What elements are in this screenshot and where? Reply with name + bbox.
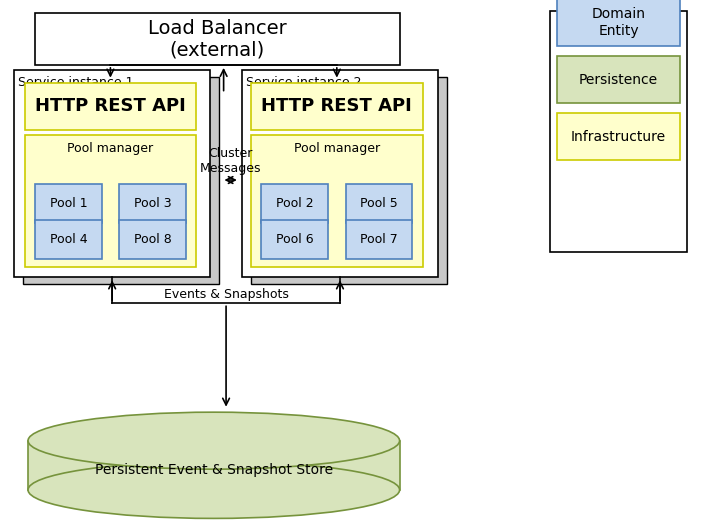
FancyBboxPatch shape bbox=[25, 135, 196, 267]
Text: Load Balancer
(external): Load Balancer (external) bbox=[148, 19, 287, 59]
FancyBboxPatch shape bbox=[251, 77, 447, 284]
FancyBboxPatch shape bbox=[346, 220, 412, 259]
FancyBboxPatch shape bbox=[261, 220, 328, 259]
Text: Pool manager: Pool manager bbox=[67, 142, 154, 155]
FancyBboxPatch shape bbox=[346, 184, 412, 223]
FancyBboxPatch shape bbox=[242, 70, 438, 278]
FancyBboxPatch shape bbox=[557, 0, 680, 46]
FancyBboxPatch shape bbox=[261, 184, 328, 223]
FancyBboxPatch shape bbox=[119, 220, 186, 259]
FancyBboxPatch shape bbox=[119, 184, 186, 223]
Text: Infrastructure: Infrastructure bbox=[571, 130, 666, 143]
Text: Pool 5: Pool 5 bbox=[360, 197, 397, 210]
FancyBboxPatch shape bbox=[35, 220, 102, 259]
Text: Pool 3: Pool 3 bbox=[134, 197, 171, 210]
Text: HTTP REST API: HTTP REST API bbox=[35, 97, 186, 116]
FancyBboxPatch shape bbox=[557, 113, 680, 160]
Text: Cluster
Messages: Cluster Messages bbox=[200, 147, 261, 175]
Text: Pool 8: Pool 8 bbox=[134, 233, 171, 246]
Text: Pool 2: Pool 2 bbox=[276, 197, 313, 210]
FancyBboxPatch shape bbox=[25, 83, 196, 130]
Ellipse shape bbox=[28, 412, 400, 469]
Text: Service instance 1: Service instance 1 bbox=[18, 77, 134, 90]
FancyBboxPatch shape bbox=[14, 70, 210, 278]
FancyBboxPatch shape bbox=[251, 83, 423, 130]
Text: Persistent Event & Snapshot Store: Persistent Event & Snapshot Store bbox=[95, 463, 333, 477]
FancyBboxPatch shape bbox=[251, 135, 423, 267]
Text: Pool 4: Pool 4 bbox=[50, 233, 87, 246]
Text: Service instance 2: Service instance 2 bbox=[246, 77, 362, 90]
Text: Pool 7: Pool 7 bbox=[360, 233, 397, 246]
Text: Legend: Legend bbox=[583, 22, 654, 41]
Text: Pool 1: Pool 1 bbox=[50, 197, 87, 210]
FancyBboxPatch shape bbox=[23, 77, 219, 284]
Ellipse shape bbox=[28, 462, 400, 518]
FancyBboxPatch shape bbox=[557, 56, 680, 103]
FancyBboxPatch shape bbox=[28, 441, 400, 490]
Text: HTTP REST API: HTTP REST API bbox=[261, 97, 412, 116]
Text: Pool 6: Pool 6 bbox=[276, 233, 313, 246]
Text: Domain
Entity: Domain Entity bbox=[592, 7, 646, 38]
Text: Persistence: Persistence bbox=[579, 72, 658, 86]
FancyBboxPatch shape bbox=[35, 184, 102, 223]
FancyBboxPatch shape bbox=[550, 10, 687, 252]
Text: Pool manager: Pool manager bbox=[294, 142, 380, 155]
Text: Events & Snapshots: Events & Snapshots bbox=[163, 288, 289, 301]
FancyBboxPatch shape bbox=[35, 13, 400, 65]
